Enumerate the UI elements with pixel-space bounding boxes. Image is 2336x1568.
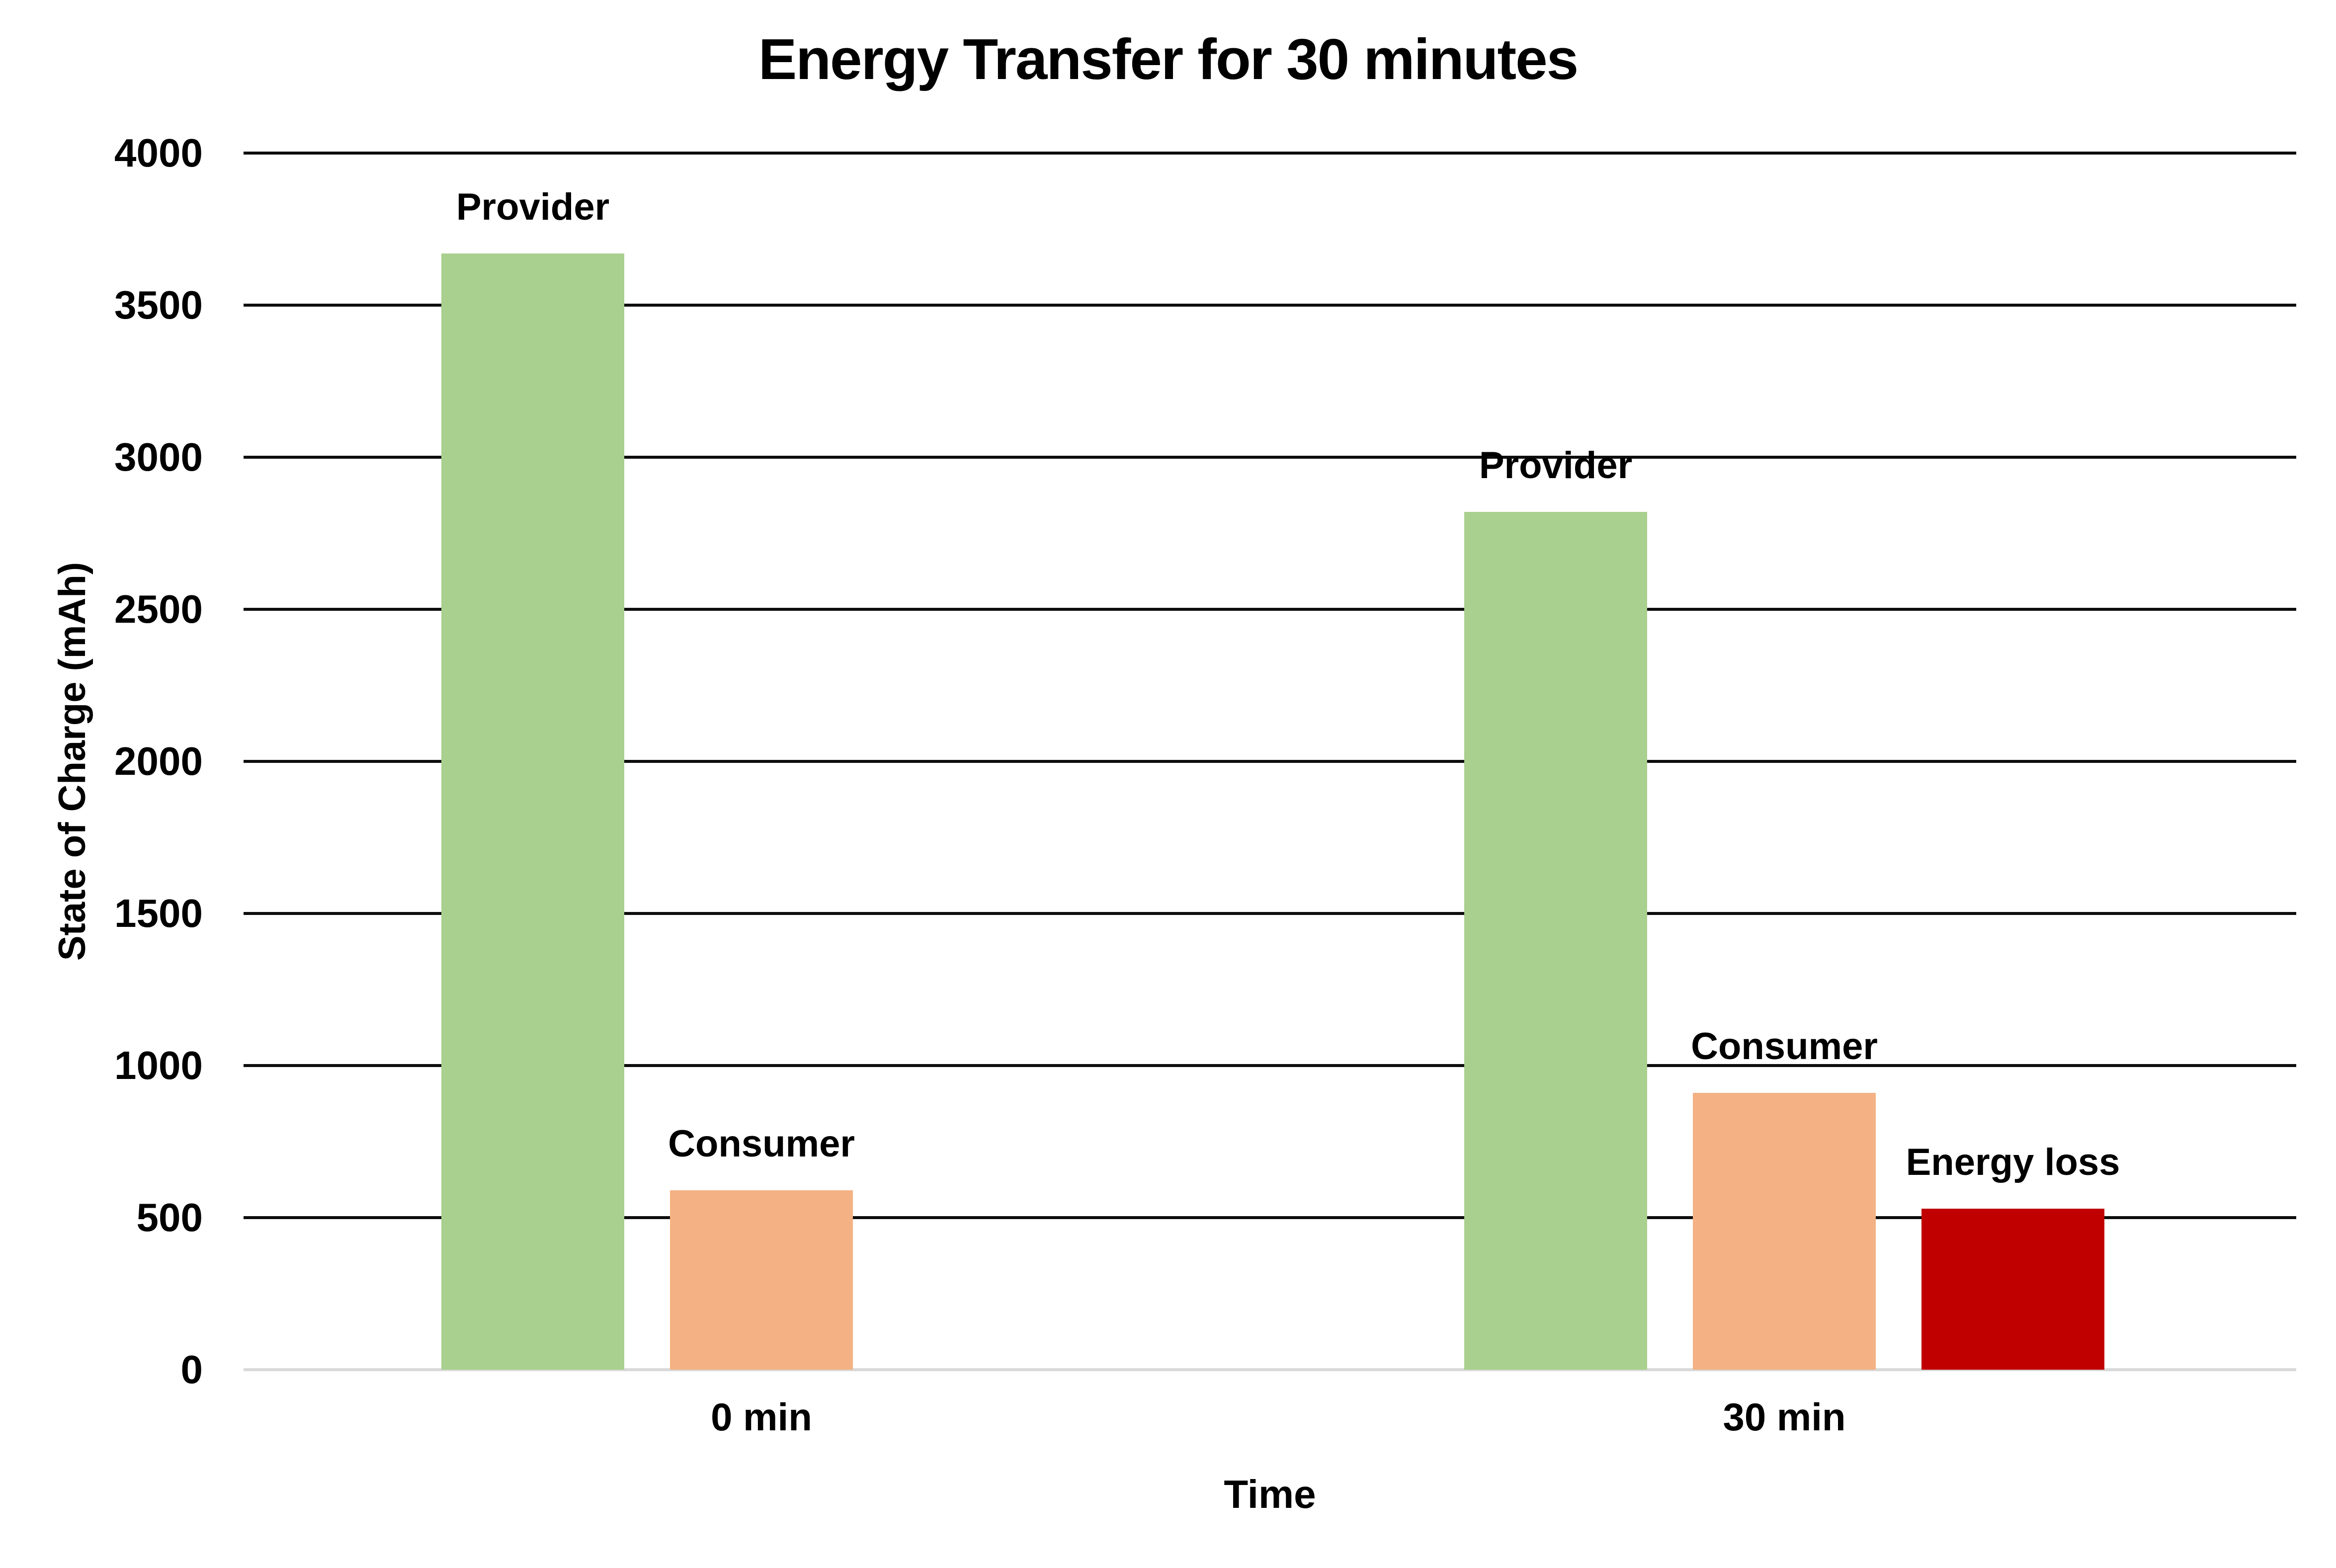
chart-title: Energy Transfer for 30 minutes: [758, 27, 1579, 91]
bar-energy-loss-30-min: [1921, 1208, 2104, 1370]
y-tick-label-500: 500: [136, 1195, 203, 1239]
gridline-1000: [244, 1064, 2296, 1067]
gridline-500: [244, 1216, 2296, 1219]
gridline-4000: [244, 152, 2296, 155]
y-tick-label-1500: 1500: [114, 891, 203, 935]
x-axis-title: Time: [1224, 1472, 1316, 1516]
gridline-3500: [244, 304, 2296, 307]
y-tick-label-4000: 4000: [114, 131, 203, 175]
bar-label-energy-loss-30-min: Energy loss: [1906, 1141, 2120, 1183]
gridline-1500: [244, 912, 2296, 915]
x-tick-label-0-min: 0 min: [711, 1395, 812, 1439]
gridline-3000: [244, 456, 2296, 459]
y-tick-label-2000: 2000: [114, 739, 203, 783]
x-tick-label-30-min: 30 min: [1723, 1395, 1846, 1439]
gridline-2500: [244, 608, 2296, 611]
bar-label-provider-0-min: Provider: [456, 185, 610, 228]
bar-consumer-0-min: [670, 1190, 853, 1370]
x-axis-baseline: [244, 1368, 2296, 1371]
y-axis-title: State of Charge (mAh): [51, 562, 93, 961]
gridline-2000: [244, 760, 2296, 763]
y-tick-label-0: 0: [180, 1347, 203, 1392]
bar-provider-30-min: [1464, 512, 1647, 1370]
bar-label-provider-30-min: Provider: [1479, 444, 1633, 487]
bar-label-consumer-0-min: Consumer: [668, 1122, 855, 1165]
bar-label-consumer-30-min: Consumer: [1691, 1025, 1878, 1068]
y-tick-label-3500: 3500: [114, 283, 203, 327]
y-tick-label-1000: 1000: [114, 1043, 203, 1087]
bar-consumer-30-min: [1693, 1093, 1876, 1370]
bar-provider-0-min: [441, 253, 624, 1370]
y-tick-label-2500: 2500: [114, 587, 203, 631]
y-tick-label-3000: 3000: [114, 435, 203, 479]
